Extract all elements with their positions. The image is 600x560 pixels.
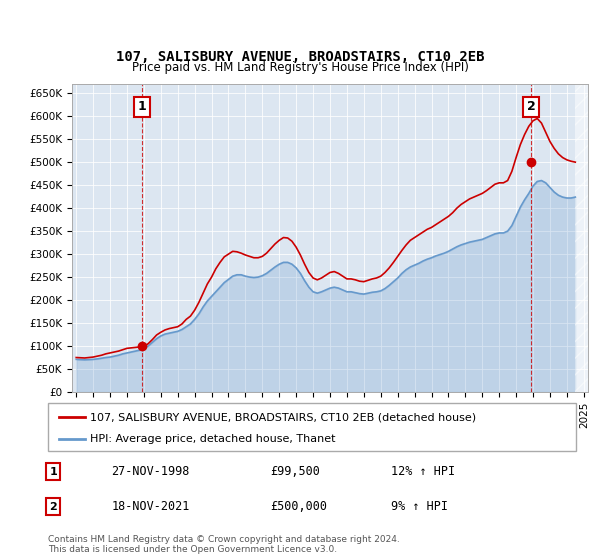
107, SALISBURY AVENUE, BROADSTAIRS, CT10 2EB (detached house) <box>368 276 376 282</box>
107, SALISBURY AVENUE, BROADSTAIRS, CT10 2EB (detached house) <box>479 190 486 197</box>
Text: 107, SALISBURY AVENUE, BROADSTAIRS, CT10 2EB (detached house): 107, SALISBURY AVENUE, BROADSTAIRS, CT10… <box>90 413 476 422</box>
107, SALISBURY AVENUE, BROADSTAIRS, CT10 2EB (detached house) <box>81 354 88 361</box>
107, SALISBURY AVENUE, BROADSTAIRS, CT10 2EB (detached house) <box>440 216 448 222</box>
Text: HPI: Average price, detached house, Thanet: HPI: Average price, detached house, Than… <box>90 434 336 444</box>
Text: 1: 1 <box>49 467 57 477</box>
Text: £99,500: £99,500 <box>270 465 320 478</box>
FancyBboxPatch shape <box>48 403 576 451</box>
HPI: Average price, detached house, Thanet: (2.02e+03, 4.6e+05): Average price, detached house, Thanet: (… <box>538 177 545 184</box>
107, SALISBURY AVENUE, BROADSTAIRS, CT10 2EB (detached house) <box>533 115 541 122</box>
107, SALISBURY AVENUE, BROADSTAIRS, CT10 2EB (detached house) <box>233 249 241 255</box>
HPI: Average price, detached house, Thanet: (2.01e+03, 2.17e+05): Average price, detached house, Thanet: (… <box>368 289 376 296</box>
Text: 2: 2 <box>527 100 535 114</box>
Text: £500,000: £500,000 <box>270 500 327 514</box>
Line: HPI: Average price, detached house, Thanet: HPI: Average price, detached house, Than… <box>76 180 575 360</box>
Text: 12% ↑ HPI: 12% ↑ HPI <box>391 465 455 478</box>
HPI: Average price, detached house, Thanet: (2e+03, 7.1e+04): Average price, detached house, Thanet: (… <box>73 356 80 363</box>
Text: 9% ↑ HPI: 9% ↑ HPI <box>391 500 448 514</box>
HPI: Average price, detached house, Thanet: (2.02e+03, 3.32e+05): Average price, detached house, Thanet: (… <box>479 236 486 242</box>
Text: 2: 2 <box>49 502 57 512</box>
Text: 1: 1 <box>138 100 146 114</box>
HPI: Average price, detached house, Thanet: (2e+03, 2.55e+05): Average price, detached house, Thanet: (… <box>233 272 241 278</box>
Text: 27-NOV-1998: 27-NOV-1998 <box>112 465 190 478</box>
HPI: Average price, detached house, Thanet: (2.02e+03, 4.24e+05): Average price, detached house, Thanet: (… <box>572 194 579 200</box>
Line: 107, SALISBURY AVENUE, BROADSTAIRS, CT10 2EB (detached house): 107, SALISBURY AVENUE, BROADSTAIRS, CT10… <box>76 119 575 358</box>
HPI: Average price, detached house, Thanet: (2.02e+03, 3.5e+05): Average price, detached house, Thanet: (… <box>504 228 511 235</box>
Text: Contains HM Land Registry data © Crown copyright and database right 2024.
This d: Contains HM Land Registry data © Crown c… <box>48 535 400 554</box>
HPI: Average price, detached house, Thanet: (2e+03, 1.36e+05): Average price, detached house, Thanet: (… <box>178 326 185 333</box>
HPI: Average price, detached house, Thanet: (2e+03, 7e+04): Average price, detached house, Thanet: (… <box>81 357 88 363</box>
107, SALISBURY AVENUE, BROADSTAIRS, CT10 2EB (detached house) <box>73 354 80 361</box>
107, SALISBURY AVENUE, BROADSTAIRS, CT10 2EB (detached house) <box>572 159 579 166</box>
Text: 107, SALISBURY AVENUE, BROADSTAIRS, CT10 2EB: 107, SALISBURY AVENUE, BROADSTAIRS, CT10… <box>116 50 484 64</box>
107, SALISBURY AVENUE, BROADSTAIRS, CT10 2EB (detached house) <box>178 321 185 328</box>
HPI: Average price, detached house, Thanet: (2.02e+03, 3.02e+05): Average price, detached house, Thanet: (… <box>440 250 448 256</box>
Text: 18-NOV-2021: 18-NOV-2021 <box>112 500 190 514</box>
Text: Price paid vs. HM Land Registry's House Price Index (HPI): Price paid vs. HM Land Registry's House … <box>131 61 469 74</box>
107, SALISBURY AVENUE, BROADSTAIRS, CT10 2EB (detached house) <box>504 177 511 184</box>
